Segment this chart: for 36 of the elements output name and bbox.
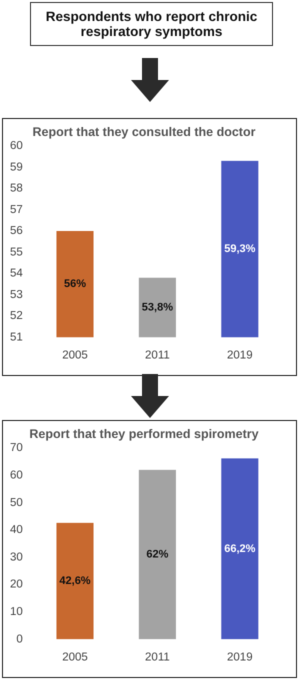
bar: [138, 470, 176, 640]
y-tick-label: 58: [10, 182, 23, 195]
y-tick-label: 56: [10, 225, 23, 238]
y-tick-label: 60: [10, 469, 23, 482]
y-tick-label: 59: [10, 161, 23, 174]
y-tick-label: 70: [10, 442, 23, 454]
y-tick-label: 10: [10, 606, 23, 618]
x-tick-label: 2005: [62, 651, 88, 664]
data-label: 42,6%: [59, 575, 91, 588]
x-tick-label: 2011: [145, 349, 170, 362]
chart-title: Report that they performed spirometry: [29, 426, 259, 441]
y-tick-label: 50: [10, 496, 23, 509]
y-tick-label: 52: [10, 310, 23, 322]
y-tick-label: 20: [10, 578, 23, 591]
y-tick-label: 57: [10, 204, 23, 216]
y-tick-label: 55: [10, 246, 23, 258]
y-tick-label: 53: [10, 288, 23, 301]
x-tick-label: 2019: [227, 651, 253, 664]
x-tick-label: 2011: [145, 651, 170, 664]
data-label: 53,8%: [142, 301, 174, 314]
y-tick-label: 60: [10, 140, 23, 152]
data-label: 62%: [146, 548, 169, 561]
y-tick-label: 0: [16, 633, 23, 646]
data-label: 59,3%: [224, 243, 256, 256]
chart-title: Report that they consulted the doctor: [32, 124, 256, 139]
y-tick-label: 40: [10, 524, 23, 536]
x-tick-label: 2005: [62, 349, 88, 362]
y-tick-label: 54: [10, 268, 24, 280]
y-tick-label: 30: [10, 551, 23, 564]
y-tick-label: 51: [10, 331, 23, 344]
data-label: 66,2%: [224, 542, 256, 555]
bar: [56, 522, 94, 640]
x-tick-label: 2019: [227, 349, 253, 362]
data-label: 56%: [64, 278, 86, 290]
text: Respondents who report chronic respiratory symptoms: [30, 2, 273, 46]
bar: [221, 458, 258, 640]
